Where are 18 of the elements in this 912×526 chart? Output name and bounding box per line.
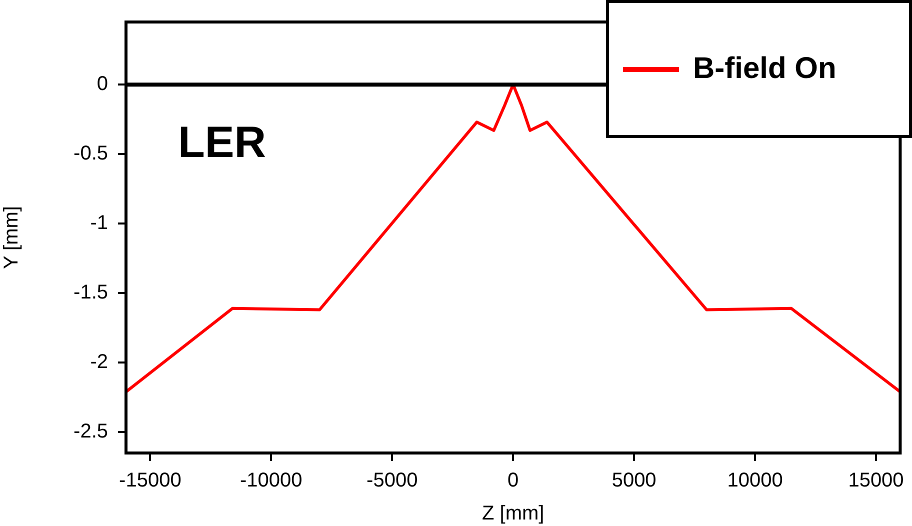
x-tick-label: -5000 <box>366 470 418 492</box>
annotation: LER <box>178 118 266 168</box>
x-tick-label: 0 <box>508 470 519 492</box>
x-tick-label: 10000 <box>727 470 783 492</box>
x-axis-title: Z [mm] <box>482 502 544 525</box>
y-tick-label: -2.5 <box>74 420 108 443</box>
y-tick-label: 0 <box>96 73 108 96</box>
legend-label: B-field On <box>693 52 836 86</box>
y-tick-label: -1 <box>90 212 108 234</box>
y-tick-label: -0.5 <box>74 142 108 165</box>
x-tick-label: -15000 <box>119 470 182 492</box>
x-tick-label: 15000 <box>848 470 904 492</box>
y-tick-label: -2 <box>90 351 108 374</box>
y-axis-title: Y [mm] <box>0 206 23 269</box>
x-tick-label: -10000 <box>240 470 302 492</box>
legend-box: B-field On <box>606 0 912 138</box>
y-tick-label: -1.5 <box>74 282 108 304</box>
x-tick-label: 5000 <box>612 470 656 492</box>
